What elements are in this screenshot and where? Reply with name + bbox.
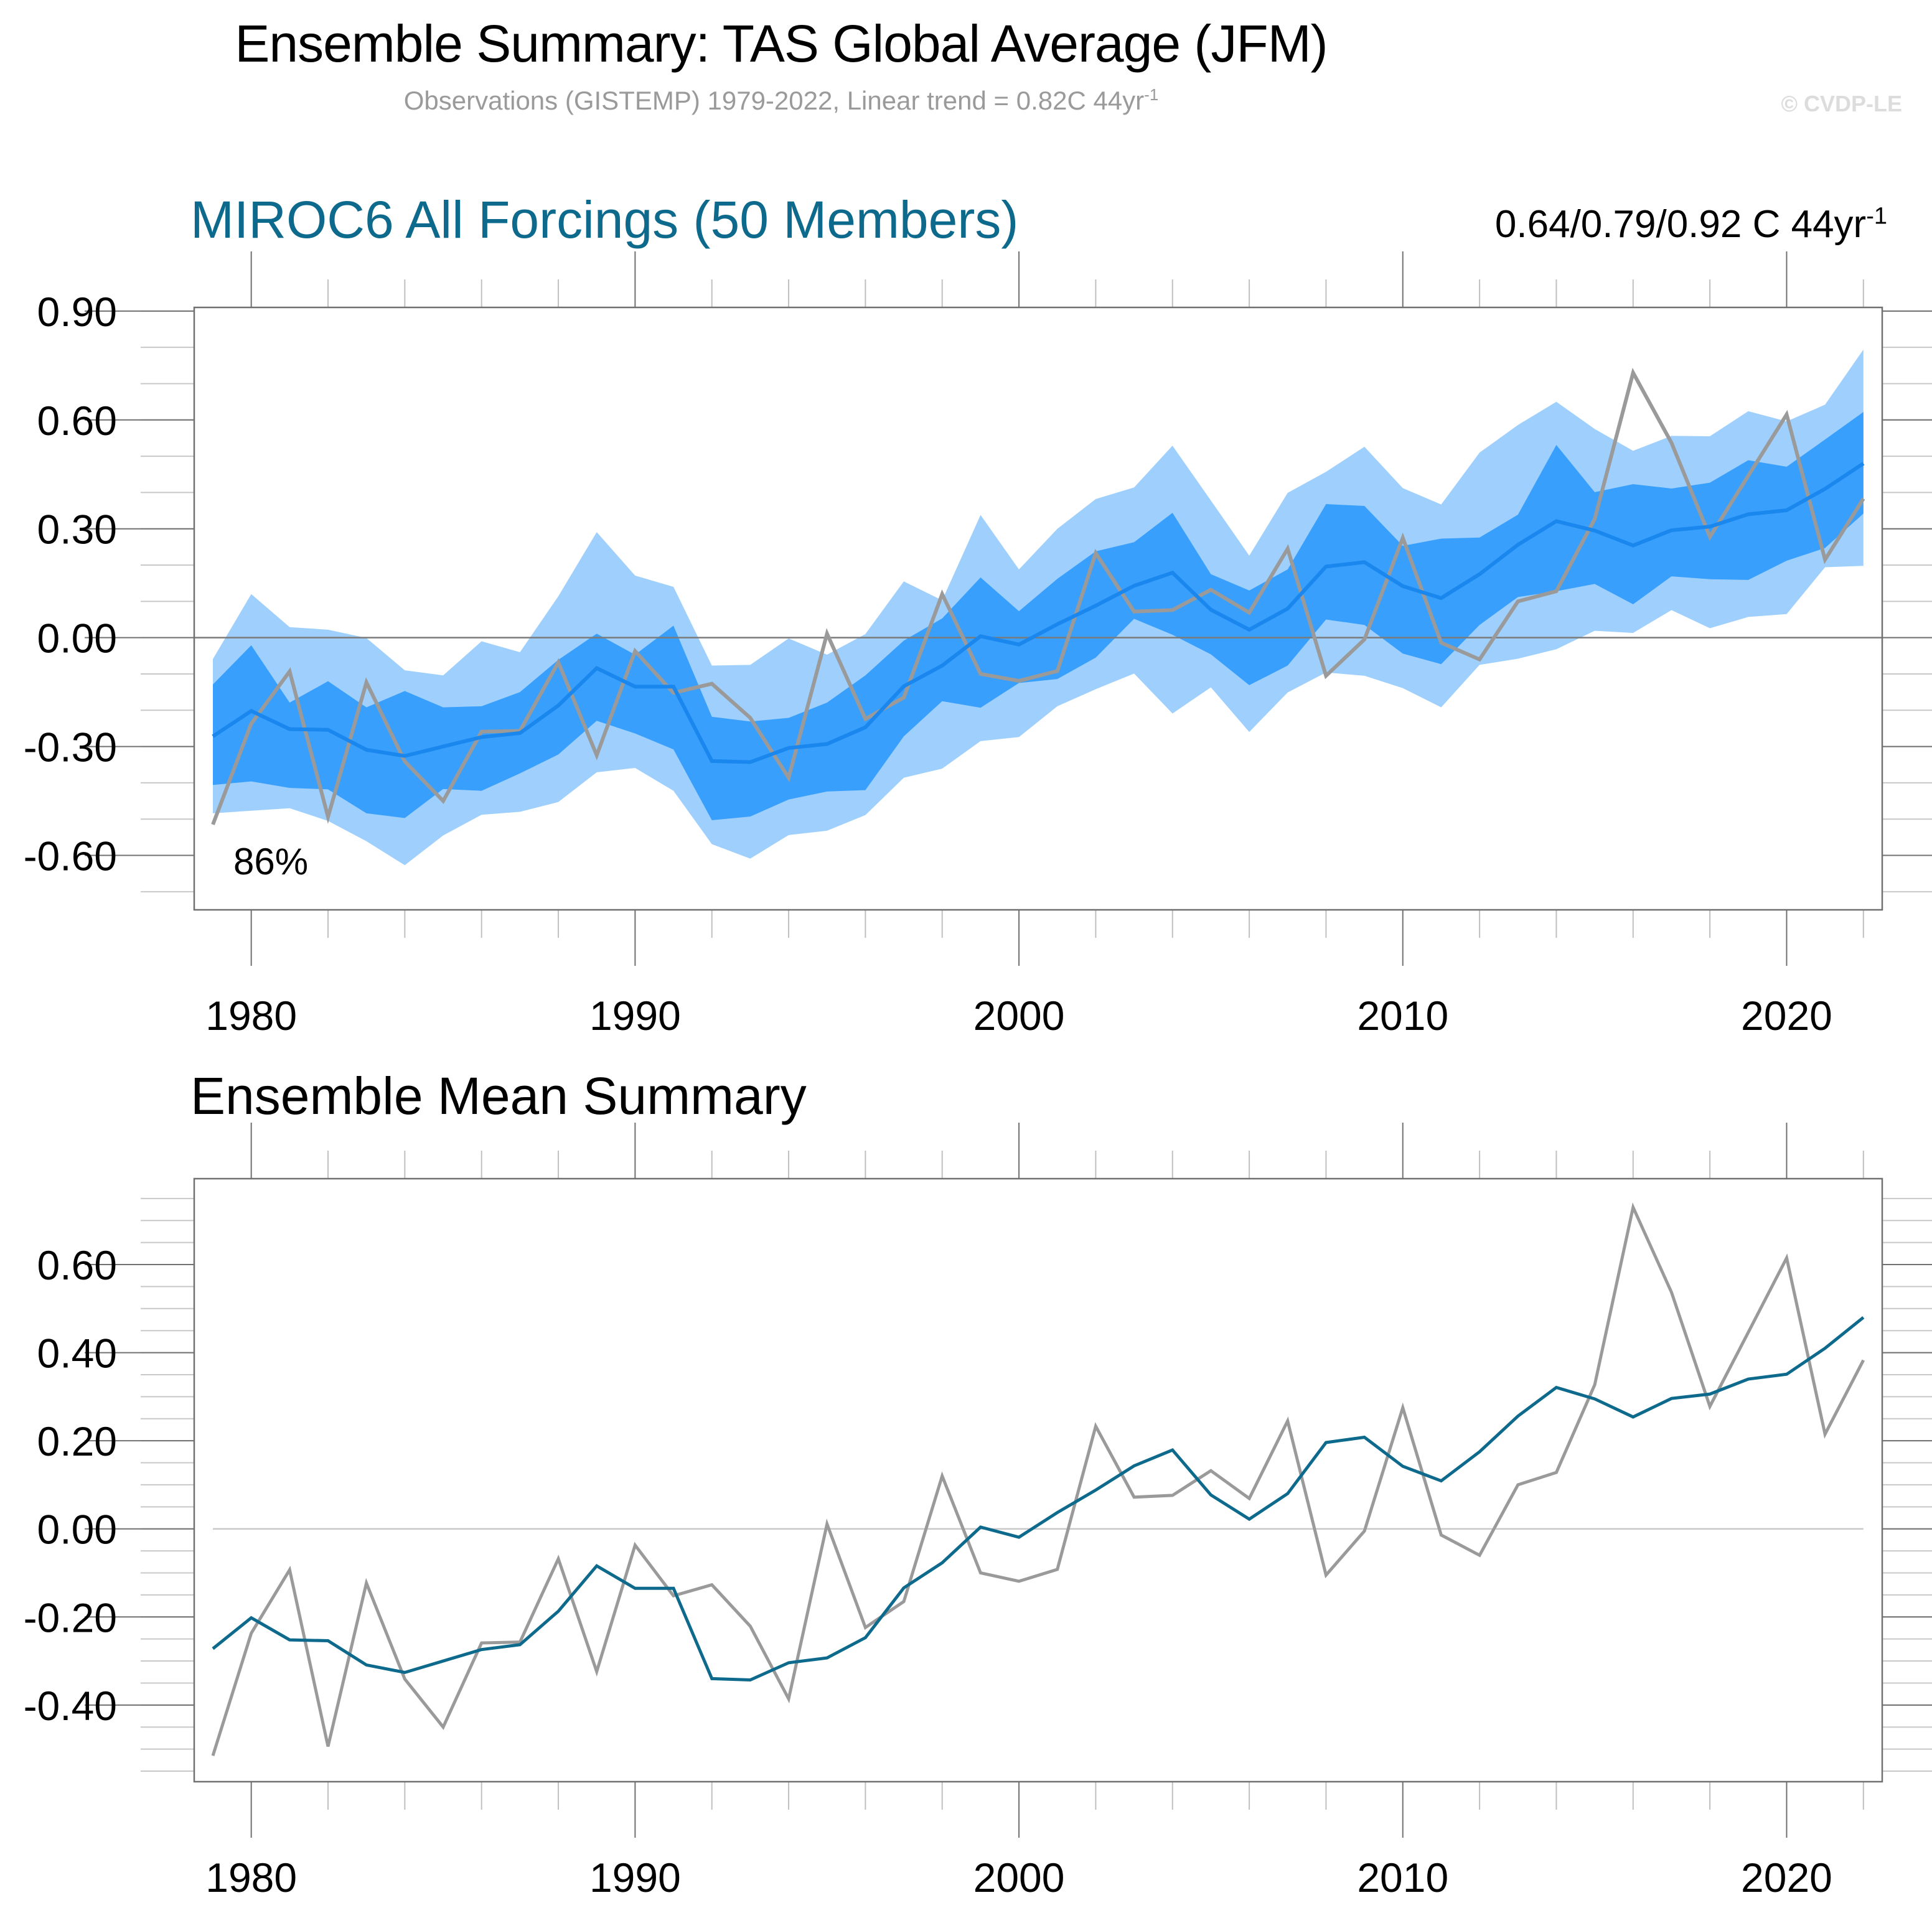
panel1-y-tick-label: -0.60: [24, 833, 117, 879]
panel2-x-tick-label: 1980: [205, 1855, 297, 1901]
panel1-y-tick-label: 0.00: [37, 615, 117, 662]
percent-within-range-label: 86%: [233, 841, 308, 882]
panel1-x-tick-label: 2020: [1741, 993, 1832, 1039]
panel1-x-tick-label: 1980: [205, 993, 297, 1039]
trend-range-annotation: 0.64/0.79/0.92 C 44yr-1: [1495, 202, 1887, 246]
panel1-ensemble-mean-line: [212, 462, 1865, 764]
panel2-x-tick-label: 2010: [1357, 1855, 1448, 1901]
subtitle-superscript: -1: [1144, 85, 1159, 104]
panel2-frame: [193, 1177, 1883, 1783]
panel2-y-tick-label: 0.60: [37, 1242, 117, 1288]
panel1-y-tick-label: 0.60: [37, 398, 117, 444]
ensemble-inner-band: [213, 411, 1864, 820]
panel1-observations-line: [211, 367, 1865, 826]
panel2-y-tick-label: 0.00: [37, 1507, 117, 1553]
panel2-title: Ensemble Mean Summary: [190, 1067, 807, 1125]
panel2-x-tick-label: 2000: [973, 1855, 1065, 1901]
panel1-y-tick-label: -0.30: [24, 724, 117, 770]
main-title: Ensemble Summary: TAS Global Average (JF…: [235, 14, 1328, 73]
panel1-y-tick-label: 0.30: [37, 507, 117, 553]
panel2-y-tick-label: -0.40: [24, 1683, 117, 1729]
panel2-observations-line: [211, 1202, 1865, 1756]
panel1-x-tick-label: 2000: [973, 993, 1065, 1039]
copyright-watermark: © CVDP-LE: [1781, 91, 1902, 116]
trend-range-superscript: -1: [1866, 203, 1887, 230]
panel2-x-tick-label: 2020: [1741, 1855, 1832, 1901]
panel2-y-tick-label: 0.40: [37, 1331, 117, 1377]
observations-subtitle: Observations (GISTEMP) 1979-2022, Linear…: [0, 85, 1562, 116]
panel1-x-tick-label: 2010: [1357, 993, 1448, 1039]
panel2-y-tick-label: 0.20: [37, 1418, 117, 1464]
panel1-frame: [193, 306, 1883, 911]
panel2-ensemble-mean-line: [212, 1316, 1865, 1682]
panel1-y-tick-label: 0.90: [37, 289, 117, 335]
panel2-x-tick-label: 1990: [589, 1855, 681, 1901]
panel2-y-tick-label: -0.20: [24, 1594, 117, 1640]
panel1-title: MIROC6 All Forcings (50 Members): [190, 190, 1019, 249]
subtitle-text: Observations (GISTEMP) 1979-2022, Linear…: [403, 86, 1145, 115]
trend-range-text: 0.64/0.79/0.92 C 44yr: [1494, 203, 1867, 246]
panel1-x-tick-label: 1990: [589, 993, 681, 1039]
